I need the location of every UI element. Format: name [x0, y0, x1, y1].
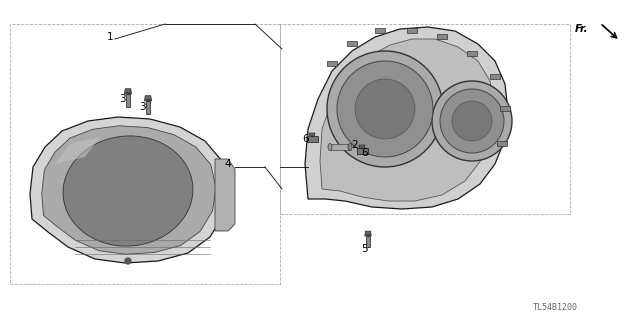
Polygon shape	[30, 117, 228, 263]
FancyBboxPatch shape	[490, 74, 500, 79]
Polygon shape	[215, 159, 235, 231]
Text: 6: 6	[303, 134, 309, 144]
Polygon shape	[359, 145, 365, 148]
Circle shape	[432, 81, 512, 161]
Text: 3: 3	[139, 102, 145, 112]
Polygon shape	[145, 96, 152, 101]
Text: 6: 6	[362, 148, 368, 158]
FancyBboxPatch shape	[327, 61, 337, 66]
Polygon shape	[365, 231, 371, 236]
Text: 1: 1	[107, 32, 113, 42]
FancyBboxPatch shape	[437, 34, 447, 40]
Circle shape	[355, 79, 415, 139]
FancyBboxPatch shape	[500, 106, 510, 112]
Circle shape	[440, 89, 504, 153]
Polygon shape	[42, 126, 216, 254]
FancyBboxPatch shape	[407, 28, 417, 33]
Text: TL54B1200: TL54B1200	[532, 302, 577, 311]
Polygon shape	[126, 94, 130, 107]
Ellipse shape	[328, 144, 332, 151]
FancyBboxPatch shape	[497, 141, 507, 146]
FancyBboxPatch shape	[347, 41, 357, 47]
Ellipse shape	[348, 144, 352, 151]
Polygon shape	[367, 236, 370, 247]
Circle shape	[327, 51, 443, 167]
Polygon shape	[356, 148, 367, 154]
Circle shape	[125, 258, 131, 264]
Polygon shape	[320, 39, 495, 201]
Circle shape	[337, 61, 433, 157]
Polygon shape	[55, 137, 100, 164]
Text: Fr.: Fr.	[574, 24, 588, 34]
Ellipse shape	[63, 136, 193, 246]
FancyBboxPatch shape	[467, 51, 477, 56]
Polygon shape	[147, 101, 150, 114]
Polygon shape	[305, 27, 508, 209]
Polygon shape	[330, 144, 350, 150]
Polygon shape	[309, 133, 315, 136]
Text: 4: 4	[225, 159, 231, 169]
Text: 2: 2	[352, 140, 358, 150]
Polygon shape	[307, 136, 317, 143]
Text: 5: 5	[362, 244, 368, 254]
Circle shape	[452, 101, 492, 141]
FancyBboxPatch shape	[375, 28, 385, 33]
Polygon shape	[125, 89, 131, 94]
Text: 3: 3	[118, 94, 125, 104]
